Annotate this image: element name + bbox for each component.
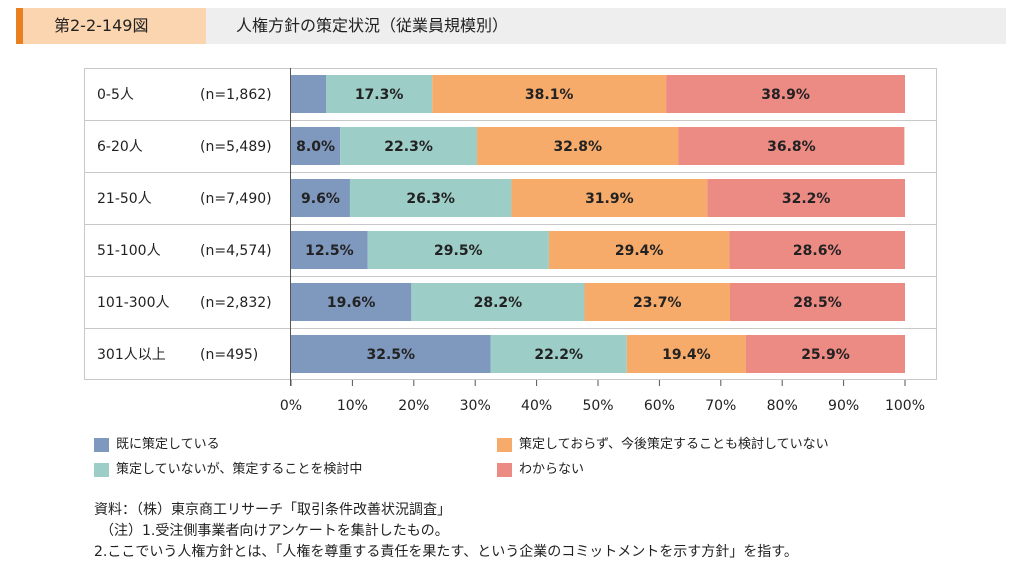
legend-label: 策定しておらず、今後策定することも検討していない (519, 437, 829, 452)
category-label: 101-300人 (97, 295, 170, 311)
x-tick-label: 0% (280, 398, 302, 414)
x-tick-label: 90% (828, 398, 859, 414)
legend-label: 既に策定している (116, 437, 220, 452)
bar-segment (325, 75, 433, 113)
data-label: 25.9% (801, 347, 850, 363)
bar-segment (291, 335, 491, 373)
bar-segment (340, 127, 478, 165)
bar-segment (367, 231, 549, 269)
data-label: 29.4% (615, 243, 664, 259)
x-tick-label: 50% (582, 398, 613, 414)
note-1: （注）1.受注側事業者向けアンケートを集計したもの。 (100, 523, 449, 539)
x-tick-label: 100% (885, 398, 925, 414)
category-label: 301人以上 (97, 347, 166, 363)
bar-segment (548, 231, 730, 269)
category-label: 6-20人 (97, 139, 143, 155)
data-label: 19.6% (327, 295, 376, 311)
data-label: 23.7% (633, 295, 682, 311)
bar-segment (291, 283, 412, 321)
legend-swatch (497, 438, 512, 452)
bar-segment (477, 127, 679, 165)
bar-segment (729, 231, 905, 269)
data-label: 38.1% (525, 87, 574, 103)
bar-segment (745, 335, 905, 373)
bar-segment (490, 335, 627, 373)
bar-segment (678, 127, 905, 165)
x-tick-label: 70% (705, 398, 736, 414)
bar-segment (584, 283, 731, 321)
x-tick-label: 30% (460, 398, 491, 414)
data-label: 28.5% (793, 295, 842, 311)
bar-segment (291, 231, 368, 269)
sample-size-label: (n=7,490) (200, 191, 272, 207)
bar-segment (707, 179, 905, 217)
bar-segment (511, 179, 708, 217)
sample-size-label: (n=5,489) (200, 139, 272, 155)
bar-segment (432, 75, 667, 113)
data-label: 22.2% (534, 347, 583, 363)
note-2: 2.ここでいう人権方針とは、「人権を尊重する責任を果たす、という企業のコミットメ… (94, 544, 798, 560)
data-label: 19.4% (662, 347, 711, 363)
data-label: 31.9% (585, 191, 634, 207)
data-label: 22.3% (384, 139, 433, 155)
bar-segment (411, 283, 585, 321)
category-label: 51-100人 (97, 243, 161, 259)
x-tick-label: 60% (644, 398, 675, 414)
data-label: 28.6% (793, 243, 842, 259)
legend-swatch (94, 463, 109, 477)
bar-segment (349, 179, 512, 217)
data-label: 9.6% (301, 191, 340, 207)
figure-header: 第2-2-149図 人権方針の策定状況（従業員規模別） (16, 8, 1006, 44)
source-notes: 資料：（株）東京商工リサーチ「取引条件改善状況調査」 （注）1.受注側事業者向け… (94, 500, 798, 563)
legend-label: 策定していないが、策定することを検討中 (116, 462, 363, 477)
sample-size-label: (n=495) (200, 347, 258, 363)
data-label: 17.3% (355, 87, 404, 103)
legend-swatch (497, 463, 512, 477)
bar-segment (291, 179, 350, 217)
data-label: 32.2% (782, 191, 831, 207)
data-label: 28.2% (474, 295, 523, 311)
stacked-bar-chart: 0-5人 (n=1,862) 17.3% 38.1% 38.9% 6-20人 (n=5,48… (84, 68, 937, 414)
data-label: 36.8% (767, 139, 816, 155)
bar-segment (291, 127, 341, 165)
sample-size-label: (n=4,574) (200, 243, 272, 259)
data-label: 8.0% (296, 139, 335, 155)
legend-swatch (94, 438, 109, 452)
sample-size-label: (n=2,832) (200, 295, 272, 311)
x-tick-label: 10% (337, 398, 368, 414)
data-label: 12.5% (305, 243, 354, 259)
x-tick-label: 20% (398, 398, 429, 414)
legend-label: わからない (519, 462, 585, 477)
bar-segment (626, 335, 746, 373)
x-tick-label: 40% (521, 398, 552, 414)
x-tick-label: 80% (767, 398, 798, 414)
bar-segment (291, 75, 326, 113)
bar-segment (730, 283, 905, 321)
category-label: 0-5人 (97, 87, 134, 103)
sample-size-label: (n=1,862) (200, 87, 272, 103)
source-line: 資料：（株）東京商工リサーチ「取引条件改善状況調査」 (94, 502, 451, 518)
data-label: 29.5% (434, 243, 483, 259)
data-label: 32.8% (553, 139, 602, 155)
data-label: 38.9% (761, 87, 810, 103)
data-label: 32.5% (366, 347, 415, 363)
header-accent-bar (16, 8, 23, 44)
category-label: 21-50人 (97, 191, 152, 207)
data-label: 26.3% (406, 191, 455, 207)
figure-number: 第2-2-149図 (23, 8, 206, 44)
bar-segment (666, 75, 905, 113)
figure-title: 人権方針の策定状況（従業員規模別） (236, 16, 509, 35)
